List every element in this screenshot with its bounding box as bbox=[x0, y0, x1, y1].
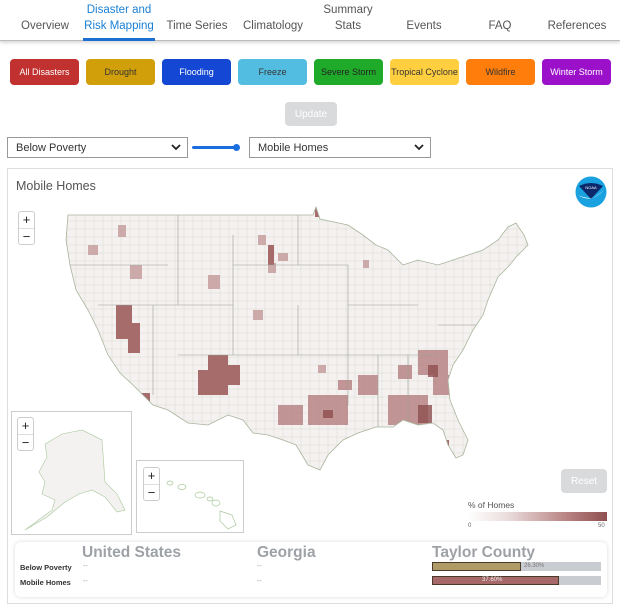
zoom-out-button[interactable]: − bbox=[18, 434, 33, 450]
legend-title: % of Homes bbox=[468, 500, 515, 510]
bar-value: 37.60% bbox=[482, 577, 503, 583]
chevron-down-icon bbox=[171, 144, 181, 151]
variable-slider[interactable] bbox=[192, 144, 240, 152]
state-heading: Georgia bbox=[257, 544, 316, 561]
legend-min: 0 bbox=[468, 523, 472, 529]
state-mobile-homes-value: -- bbox=[257, 578, 262, 585]
reset-button[interactable]: Reset bbox=[561, 469, 607, 493]
tab-disaster-risk-mapping[interactable]: Disaster and Risk Mapping bbox=[83, 0, 155, 41]
state-below-poverty-value: -- bbox=[257, 563, 262, 570]
update-button[interactable]: Update bbox=[285, 102, 337, 126]
hawaii-inset-map[interactable]: + − bbox=[136, 460, 244, 533]
tab-label: FAQ bbox=[488, 20, 512, 32]
county-heading: Taylor County bbox=[432, 544, 536, 561]
wildfire-button[interactable]: Wildfire bbox=[466, 59, 535, 85]
tab-label: Disaster and Risk Mapping bbox=[84, 4, 154, 32]
tab-references[interactable]: References bbox=[545, 0, 609, 40]
noaa-logo-icon: NOAA bbox=[575, 176, 607, 208]
stats-panel: United States Georgia Taylor County Belo… bbox=[15, 542, 607, 597]
county-below-poverty-bar: 26.30% bbox=[432, 562, 601, 571]
tab-label: References bbox=[547, 20, 607, 32]
right-variable-select[interactable]: Mobile Homes bbox=[249, 137, 431, 158]
winter-storm-button[interactable]: Winter Storm bbox=[542, 59, 611, 85]
zoom-out-button[interactable]: − bbox=[19, 228, 34, 244]
tab-label: Events bbox=[406, 20, 442, 32]
alaska-inset-map[interactable]: + − bbox=[11, 411, 132, 535]
conus-choropleth-map[interactable] bbox=[58, 205, 608, 515]
top-navigation: Overview Disaster and Risk Mapping Time … bbox=[0, 0, 620, 41]
zoom-in-button[interactable]: + bbox=[22, 212, 31, 227]
drought-button[interactable]: Drought bbox=[86, 59, 155, 85]
tab-time-series[interactable]: Time Series bbox=[166, 0, 228, 40]
row-label-mobile-homes: Mobile Homes bbox=[20, 578, 71, 587]
tab-overview[interactable]: Overview bbox=[14, 0, 76, 40]
svg-text:NOAA: NOAA bbox=[585, 185, 597, 190]
all-disasters-button[interactable]: All Disasters bbox=[10, 59, 79, 85]
slider-track bbox=[192, 146, 238, 149]
left-variable-select[interactable]: Below Poverty bbox=[7, 137, 188, 158]
disaster-type-buttons: All Disasters Drought Flooding Freeze Se… bbox=[10, 59, 612, 85]
tab-faq[interactable]: FAQ bbox=[478, 0, 522, 40]
tab-label: Summary Stats bbox=[323, 4, 373, 32]
zoom-out-button[interactable]: − bbox=[144, 484, 159, 500]
slider-thumb[interactable] bbox=[233, 144, 240, 151]
us-mobile-homes-value: -- bbox=[83, 578, 88, 585]
us-below-poverty-value: -- bbox=[83, 563, 88, 570]
bar-fill bbox=[432, 576, 559, 585]
bar-value: 26.30% bbox=[524, 563, 545, 569]
county-mobile-homes-bar: 37.60% bbox=[432, 576, 601, 585]
alaska-shape bbox=[24, 429, 126, 531]
tab-climatology[interactable]: Climatology bbox=[240, 0, 306, 40]
us-heading: United States bbox=[82, 544, 182, 561]
tab-summary-stats[interactable]: Summary Stats bbox=[317, 0, 379, 40]
tab-label: Overview bbox=[21, 20, 69, 32]
alaska-zoom-control: + − bbox=[17, 417, 34, 451]
tab-label: Time Series bbox=[166, 20, 228, 32]
legend-max: 50 bbox=[598, 523, 605, 529]
freeze-button[interactable]: Freeze bbox=[238, 59, 307, 85]
select-value: Mobile Homes bbox=[258, 141, 329, 154]
tab-label: Climatology bbox=[242, 20, 304, 32]
flooding-button[interactable]: Flooding bbox=[162, 59, 231, 85]
map-title: Mobile Homes bbox=[16, 179, 96, 193]
tab-events[interactable]: Events bbox=[394, 0, 454, 40]
bar-fill bbox=[432, 562, 521, 571]
zoom-in-button[interactable]: + bbox=[147, 468, 156, 483]
severe-storm-button[interactable]: Severe Storm bbox=[314, 59, 383, 85]
tropical-cyclone-button[interactable]: Tropical Cyclone bbox=[390, 59, 459, 85]
map-panel: Mobile Homes NOAA + − bbox=[7, 168, 613, 604]
zoom-in-button[interactable]: + bbox=[21, 418, 30, 433]
select-value: Below Poverty bbox=[16, 141, 87, 154]
chevron-down-icon bbox=[414, 144, 424, 151]
legend-color-scale bbox=[468, 512, 607, 521]
hawaii-shape bbox=[166, 480, 237, 530]
main-map-zoom-control: + − bbox=[18, 211, 35, 245]
hawaii-zoom-control: + − bbox=[143, 467, 160, 501]
row-label-below-poverty: Below Poverty bbox=[20, 563, 72, 572]
